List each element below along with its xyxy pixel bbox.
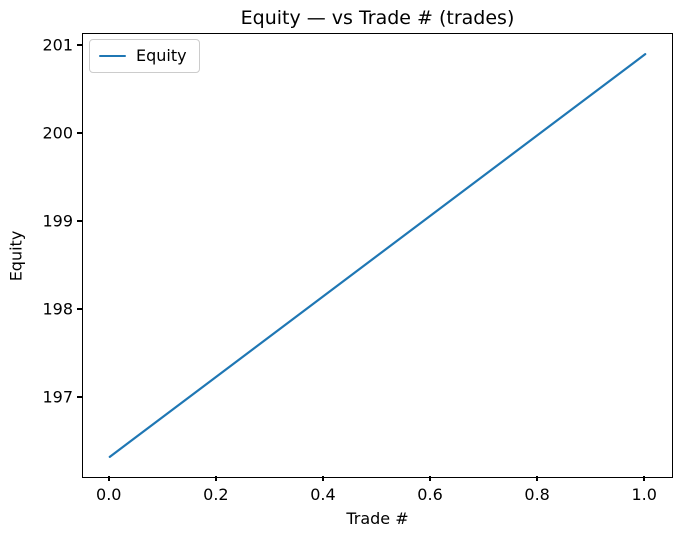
x-tick-label: 0.6 [417,485,443,504]
x-tick-label: 0.8 [524,485,550,504]
y-tick-mark [77,396,82,398]
x-tick-mark [429,476,431,481]
legend-line-icon [99,54,126,58]
plot-area: Equity [82,33,673,478]
x-axis-label: Trade # [346,509,409,528]
x-tick-label: 0.2 [203,485,229,504]
x-tick-label: 0.4 [310,485,336,504]
equity-line-chart [108,53,647,458]
y-tick-label: 197 [42,387,73,407]
series-line-equity [108,53,647,458]
y-axis-label: Equity [6,230,26,282]
x-tick-mark [643,476,645,481]
chart-title: Equity — vs Trade # (trades) [240,7,515,29]
y-tick-label: 200 [42,123,73,143]
y-tick-label: 201 [42,35,73,55]
legend-label: Equity [136,46,187,65]
x-tick-mark [536,476,538,481]
legend: Equity [89,39,200,73]
x-tick-mark [215,476,217,481]
y-tick-mark [77,44,82,46]
x-tick-label: 1.0 [631,485,657,504]
x-tick-label: 0.0 [96,485,122,504]
x-tick-mark [108,476,110,481]
x-tick-mark [322,476,324,481]
y-tick-mark [77,132,82,134]
y-tick-label: 198 [42,299,73,319]
y-tick-mark [77,220,82,222]
y-tick-mark [77,308,82,310]
y-tick-label: 199 [42,211,73,231]
